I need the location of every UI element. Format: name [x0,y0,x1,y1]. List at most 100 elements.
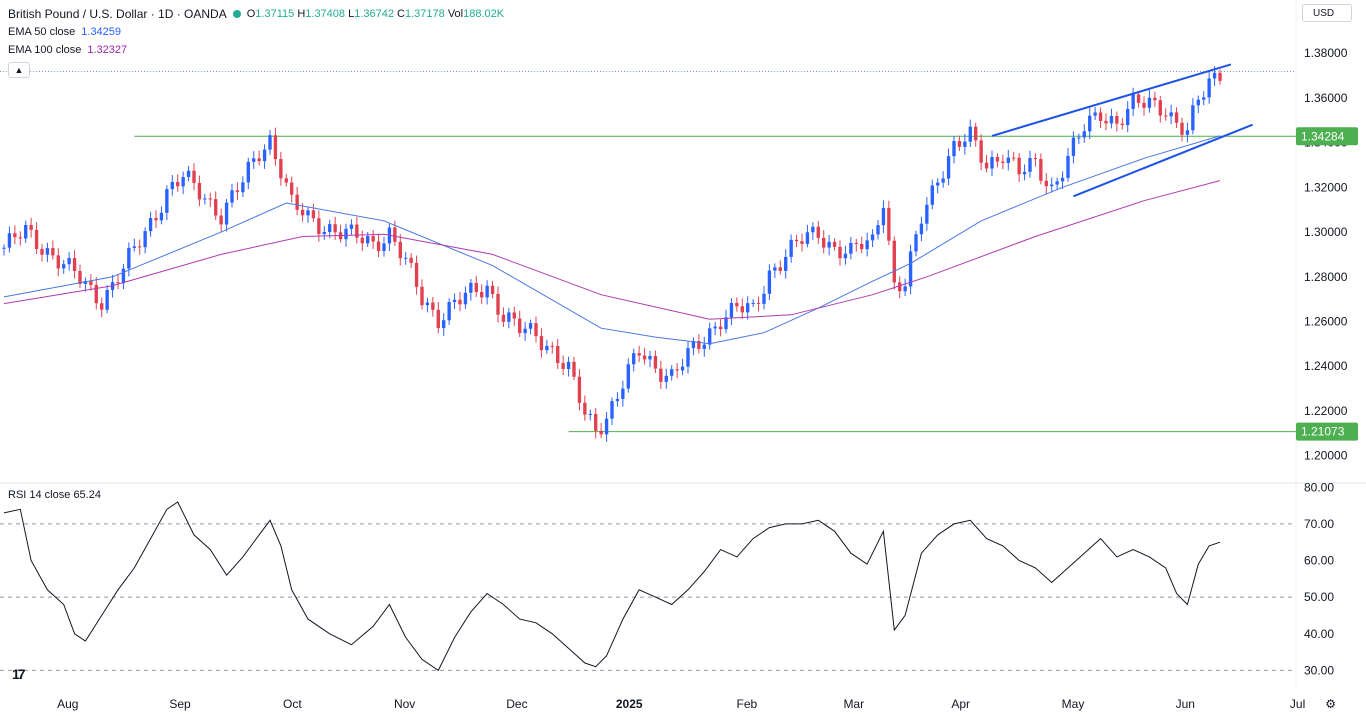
candle-body[interactable] [545,345,549,351]
candle-body[interactable] [740,306,744,313]
candle-body[interactable] [279,159,283,179]
candle-body[interactable] [914,234,918,252]
candle-body[interactable] [1185,130,1190,135]
candle-body[interactable] [300,209,305,216]
candle-body[interactable] [583,402,587,415]
candle-body[interactable] [957,141,962,147]
candle-body[interactable] [832,241,837,247]
candle-body[interactable] [594,413,598,431]
candle-body[interactable] [203,198,207,200]
candle-body[interactable] [371,236,375,242]
candle-body[interactable] [892,240,896,283]
candle-body[interactable] [51,248,55,256]
candle-body[interactable] [1039,159,1043,181]
candle-body[interactable] [664,375,668,382]
candle-body[interactable] [735,302,739,307]
candle-body[interactable] [1174,112,1179,123]
candle-body[interactable] [860,243,864,250]
candle-body[interactable] [214,199,218,216]
candle-body[interactable] [290,182,294,195]
candle-body[interactable] [941,178,945,183]
candle-body[interactable] [78,271,82,284]
candle-body[interactable] [414,262,419,287]
candle-body[interactable] [322,232,326,235]
candle-body[interactable] [881,207,886,226]
candle-body[interactable] [474,282,478,292]
candle-body[interactable] [121,268,126,284]
candle-body[interactable] [29,225,33,230]
candle-body[interactable] [1191,105,1195,131]
candle-body[interactable] [181,177,185,187]
candle-body[interactable] [1017,157,1021,175]
candle-body[interactable] [512,312,516,319]
candle-body[interactable] [1147,97,1152,108]
candle-body[interactable] [176,181,180,187]
candle-body[interactable] [1012,157,1016,159]
candle-body[interactable] [376,241,381,252]
candle-body[interactable] [1169,112,1173,117]
candle-body[interactable] [100,303,104,310]
candle-body[interactable] [94,284,98,304]
candle-body[interactable] [83,281,88,284]
candle-body[interactable] [235,190,240,193]
candle-body[interactable] [561,363,565,370]
candle-body[interactable] [1207,78,1211,98]
candle-body[interactable] [7,233,12,248]
candle-body[interactable] [1212,72,1217,79]
candle-body[interactable] [556,346,560,364]
candle-body[interactable] [887,207,891,241]
candle-body[interactable] [507,312,511,322]
candle-body[interactable] [24,225,28,239]
candle-body[interactable] [224,202,229,225]
candle-body[interactable] [811,226,815,233]
candle-body[interactable] [1022,171,1027,175]
candle-body[interactable] [40,248,44,255]
candle-body[interactable] [295,194,299,210]
candle-body[interactable] [490,285,495,294]
candle-body[interactable] [105,289,109,310]
candle-body[interactable] [756,302,761,304]
candle-body[interactable] [496,293,500,315]
candle-body[interactable] [420,286,424,306]
candle-body[interactable] [1050,184,1054,187]
candle-body[interactable] [1093,112,1097,116]
ema100-legend[interactable]: EMA 100 close 1.32327 [8,44,128,56]
candle-body[interactable] [2,247,6,249]
candle-body[interactable] [246,161,250,183]
candle-body[interactable] [13,233,17,238]
candle-body[interactable] [186,170,191,178]
candle-body[interactable] [946,156,951,179]
candle-body[interactable] [1158,100,1162,116]
currency-selector[interactable]: USD [1302,4,1352,22]
candle-body[interactable] [273,135,278,160]
candle-body[interactable] [349,224,354,229]
candle-body[interactable] [344,228,348,240]
candle-body[interactable] [908,251,913,287]
candle-body[interactable] [675,369,679,371]
candle-body[interactable] [1077,137,1081,139]
candle-body[interactable] [697,341,701,349]
candle-body[interactable] [708,328,712,345]
candle-body[interactable] [751,302,755,304]
candle-body[interactable] [1060,177,1065,182]
candle-body[interactable] [1055,181,1059,185]
candle-body[interactable] [659,368,663,382]
candle-body[interactable] [963,141,967,147]
candle-body[interactable] [230,190,234,203]
candle-body[interactable] [854,242,858,244]
candle-body[interactable] [800,241,804,244]
candle-body[interactable] [1153,97,1157,101]
candle-body[interactable] [425,302,430,306]
candle-body[interactable] [816,226,820,238]
candle-body[interactable] [241,182,245,193]
candle-body[interactable] [1180,122,1184,135]
candle-body[interactable] [691,341,696,349]
candle-body[interactable] [1142,102,1146,108]
candle-body[interactable] [452,299,457,303]
candle-body[interactable] [1126,108,1130,126]
candle-body[interactable] [784,256,788,271]
candle-body[interactable] [1033,158,1038,160]
candle-body[interactable] [822,237,826,248]
candle-body[interactable] [148,218,153,232]
candle-body[interactable] [724,317,728,330]
